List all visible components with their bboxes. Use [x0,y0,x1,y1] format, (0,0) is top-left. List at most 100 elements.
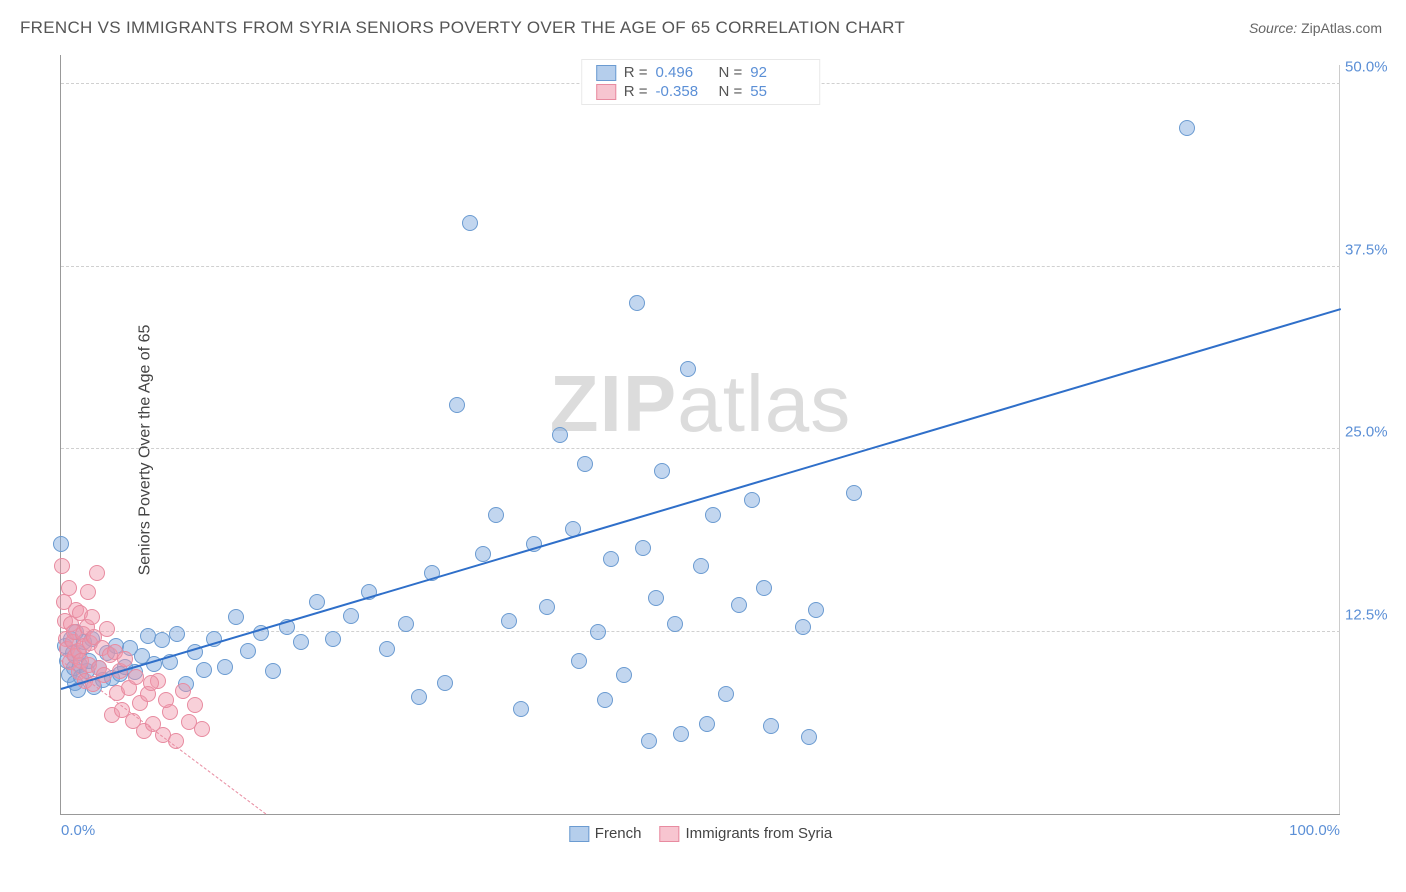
data-point [718,686,734,702]
legend-label: Immigrants from Syria [685,825,832,842]
r-label: R = [624,64,648,81]
data-point [552,427,568,443]
n-label: N = [719,64,743,81]
data-point [343,608,359,624]
data-point [513,701,529,717]
data-point [705,507,721,523]
data-point [293,634,309,650]
x-tick-label: 0.0% [61,822,95,839]
legend-swatch [659,826,679,842]
n-label: N = [719,83,743,100]
data-point [194,721,210,737]
data-point [654,463,670,479]
y-tick-label: 12.5% [1345,606,1400,623]
x-tick-label: 100.0% [1289,822,1340,839]
data-point [744,492,760,508]
data-point [80,584,96,600]
data-point [89,565,105,581]
plot-border [1339,65,1340,814]
data-point [667,616,683,632]
data-point [61,580,77,596]
source-attribution: Source: ZipAtlas.com [1249,20,1382,36]
data-point [117,651,133,667]
watermark: ZIPatlas [550,358,851,450]
data-point [175,683,191,699]
data-point [577,456,593,472]
legend-label: French [595,825,642,842]
watermark-rest: atlas [677,359,851,448]
source-value: ZipAtlas.com [1301,20,1382,36]
data-point [846,485,862,501]
watermark-bold: ZIP [550,359,677,448]
data-point [265,663,281,679]
data-point [169,626,185,642]
legend-item: French [569,825,642,842]
data-point [398,616,414,632]
source-label: Source: [1249,20,1297,36]
chart-title: FRENCH VS IMMIGRANTS FROM SYRIA SENIORS … [20,18,905,38]
data-point [84,609,100,625]
data-point [756,580,772,596]
r-label: R = [624,83,648,100]
legend-swatch-syria [596,84,616,100]
data-point [763,718,779,734]
data-point [808,602,824,618]
data-point [1179,120,1195,136]
n-value-syria: 55 [750,83,805,100]
legend-swatch-french [596,65,616,81]
data-point [501,613,517,629]
data-point [590,624,606,640]
y-tick-label: 37.5% [1345,241,1400,258]
data-point [379,641,395,657]
data-point [571,653,587,669]
data-point [228,609,244,625]
data-point [635,540,651,556]
data-point [217,659,233,675]
regression-line [61,308,1342,690]
data-point [641,733,657,749]
r-value-french: 0.496 [656,64,711,81]
data-point [731,597,747,613]
y-tick-label: 50.0% [1345,59,1400,76]
data-point [99,621,115,637]
data-point [309,594,325,610]
data-point [325,631,341,647]
correlation-legend: R = 0.496 N = 92 R = -0.358 N = 55 [581,59,821,105]
data-point [680,361,696,377]
r-value-syria: -0.358 [656,83,711,100]
data-point [801,729,817,745]
data-point [693,558,709,574]
data-point [488,507,504,523]
data-point [603,551,619,567]
data-point [154,632,170,648]
legend-item: Immigrants from Syria [659,825,832,842]
data-point [597,692,613,708]
plot-area: ZIPatlas R = 0.496 N = 92 R = -0.358 N =… [60,55,1340,815]
data-point [437,675,453,691]
chart-container: Seniors Poverty Over the Age of 65 ZIPat… [50,55,1380,845]
data-point [539,599,555,615]
legend-row-syria: R = -0.358 N = 55 [596,83,806,100]
legend-swatch [569,826,589,842]
gridline [61,448,1340,449]
data-point [629,295,645,311]
legend-row-french: R = 0.496 N = 92 [596,64,806,81]
data-point [673,726,689,742]
data-point [196,662,212,678]
series-legend: French Immigrants from Syria [569,825,832,842]
data-point [795,619,811,635]
y-tick-label: 25.0% [1345,424,1400,441]
data-point [616,667,632,683]
data-point [449,397,465,413]
data-point [143,675,159,691]
data-point [54,558,70,574]
data-point [240,643,256,659]
data-point [699,716,715,732]
n-value-french: 92 [750,64,805,81]
data-point [648,590,664,606]
data-point [462,215,478,231]
data-point [53,536,69,552]
data-point [187,697,203,713]
data-point [158,692,174,708]
gridline [61,266,1340,267]
